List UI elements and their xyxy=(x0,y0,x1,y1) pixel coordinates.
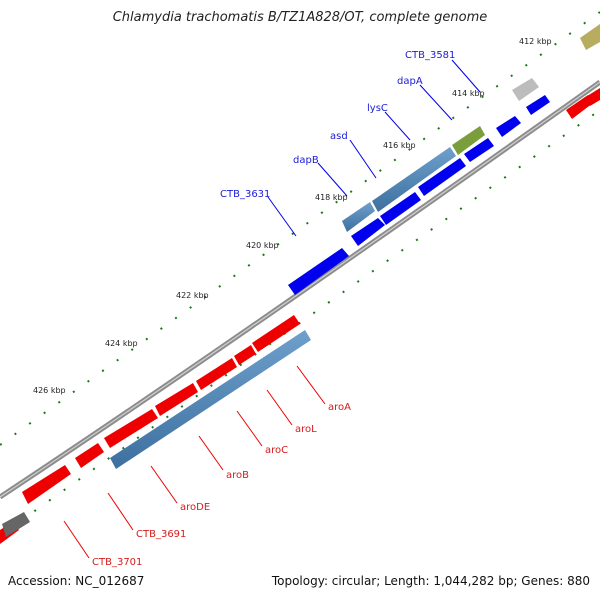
tick-label: 422 kbp xyxy=(176,291,209,300)
forward-cds xyxy=(351,218,385,246)
misc-feature xyxy=(512,78,539,101)
misc-feature xyxy=(580,24,600,50)
gene-label: dapB xyxy=(293,155,319,166)
reverse-cds xyxy=(252,315,300,352)
gene-label: aroDE xyxy=(180,502,210,513)
tick-label: 424 kbp xyxy=(105,339,138,348)
forward-cds xyxy=(418,158,466,196)
forward-cds xyxy=(288,248,349,295)
reverse-cds xyxy=(75,443,104,468)
gene-label: aroB xyxy=(226,470,249,481)
map-title: Chlamydia trachomatis B/TZ1A828/OT, comp… xyxy=(112,10,488,25)
forward-cds-track xyxy=(288,24,600,295)
tick-label: 412 kbp xyxy=(519,37,552,46)
forward-gene-labels: CTB_3581 dapA lysC asd dapB CTB_3631 xyxy=(220,50,481,237)
genome-summary: Topology: circular; Length: 1,044,282 bp… xyxy=(271,574,590,588)
reverse-gene-labels: aroA aroL aroC aroB aroDE CTB_3691 CTB_3… xyxy=(63,365,351,568)
gene-label: CTB_3691 xyxy=(136,529,186,540)
reverse-gene-bar xyxy=(110,330,311,469)
tick-label: 414 kbp xyxy=(452,89,485,98)
gene-label: CTB_3631 xyxy=(220,189,270,200)
accession-label: Accession: NC_012687 xyxy=(8,574,145,588)
outer-tick-row xyxy=(0,11,600,446)
forward-gene-bar xyxy=(342,126,485,232)
reverse-cds xyxy=(584,88,600,106)
gene-label: asd xyxy=(330,131,348,142)
forward-cds xyxy=(526,95,550,115)
tick-label: 416 kbp xyxy=(383,141,416,150)
tick-label: 426 kbp xyxy=(33,386,66,395)
gene-label: dapA xyxy=(397,76,423,87)
reverse-cds xyxy=(234,345,256,365)
reverse-cds xyxy=(104,409,158,448)
reverse-cds xyxy=(22,465,71,504)
gene-label: lysC xyxy=(367,103,388,114)
gene-label: aroA xyxy=(328,402,351,413)
gene-label: CTB_3581 xyxy=(405,50,455,61)
reverse-cds xyxy=(155,383,198,416)
gene-label: CTB_3701 xyxy=(92,557,142,568)
reverse-cds-track xyxy=(0,315,300,544)
gene-label: aroL xyxy=(295,424,317,435)
tick-label: 418 kbp xyxy=(315,193,348,202)
scale-ticks: 412 kbp 414 kbp 416 kbp 418 kbp 420 kbp … xyxy=(33,37,552,395)
reverse-cds xyxy=(196,358,237,390)
gene-label: aroC xyxy=(265,445,288,456)
inner-tick-row xyxy=(4,109,600,533)
misc-feature xyxy=(2,512,30,537)
forward-cds xyxy=(380,192,421,225)
tick-label: 420 kbp xyxy=(246,241,279,250)
forward-cds xyxy=(464,138,494,162)
forward-cds xyxy=(496,116,521,137)
